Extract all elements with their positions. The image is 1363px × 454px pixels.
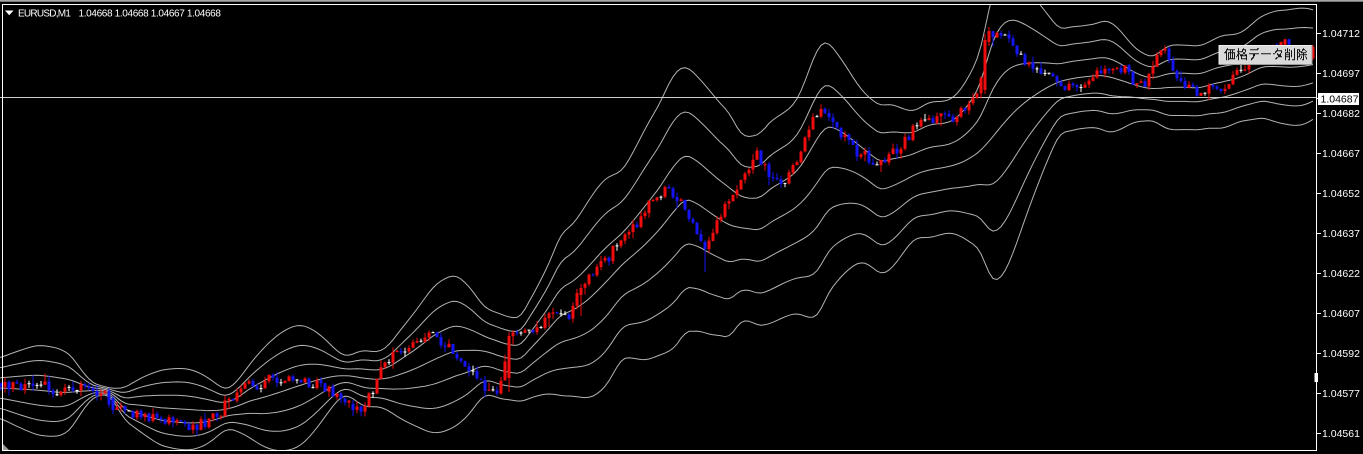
svg-text:1.04668 1.04668 1.04667 1.0466: 1.04668 1.04668 1.04667 1.04668 (79, 8, 222, 19)
svg-text:1.04561: 1.04561 (1322, 428, 1360, 440)
svg-text:1.04577: 1.04577 (1322, 388, 1360, 400)
svg-text:1.04687: 1.04687 (1321, 94, 1359, 106)
svg-text:1.04682: 1.04682 (1322, 108, 1360, 120)
svg-text:1.04712: 1.04712 (1322, 28, 1360, 40)
svg-text:1.04697: 1.04697 (1322, 68, 1360, 80)
svg-text:1.04652: 1.04652 (1322, 188, 1360, 200)
svg-text:1.04607: 1.04607 (1322, 308, 1360, 320)
svg-text:1.04592: 1.04592 (1322, 348, 1360, 360)
svg-text:1.04637: 1.04637 (1322, 228, 1360, 240)
svg-text:1.04622: 1.04622 (1322, 268, 1360, 280)
svg-text:1.04667: 1.04667 (1322, 148, 1360, 160)
svg-text:EURUSD,M1: EURUSD,M1 (18, 8, 71, 19)
